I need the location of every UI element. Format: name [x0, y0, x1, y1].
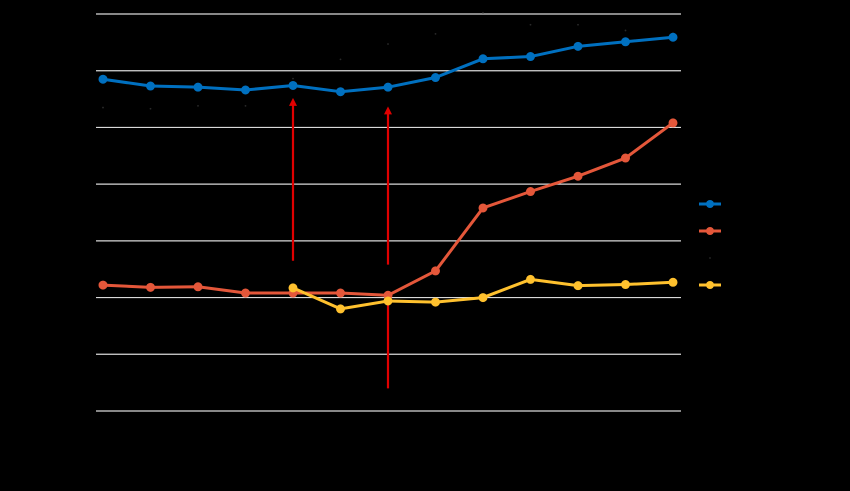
series-lines [98, 32, 678, 314]
data-point-orange [431, 266, 440, 276]
secondary-point [149, 107, 152, 110]
data-point-orange [146, 282, 155, 292]
data-point-blue [146, 81, 155, 91]
data-point-orange [526, 187, 535, 197]
legend-swatch-marker [706, 281, 714, 289]
secondary-point [244, 104, 247, 107]
legend-swatch [699, 281, 721, 289]
annotation-arrows [289, 97, 392, 389]
series-orange [98, 118, 678, 300]
data-point-yellow [668, 277, 678, 287]
data-point-blue [526, 52, 535, 62]
data-point-blue [573, 41, 583, 51]
secondary-point [292, 77, 294, 80]
data-point-yellow [621, 280, 630, 290]
data-point-orange [621, 153, 630, 163]
legend [699, 200, 721, 289]
secondary-point [482, 11, 484, 14]
legend-swatch [699, 200, 721, 208]
data-point-yellow [336, 304, 345, 314]
data-point-yellow [526, 274, 535, 284]
data-point-blue [98, 74, 108, 84]
series-blue [98, 32, 678, 97]
data-point-orange [478, 203, 488, 213]
data-point-blue [478, 54, 488, 64]
data-point-yellow [573, 281, 583, 291]
data-point-orange [241, 288, 250, 298]
data-point-orange [336, 288, 345, 298]
secondary-point [102, 106, 104, 109]
legend-swatch-marker [706, 227, 714, 235]
legend-swatch-marker [706, 200, 714, 208]
data-point-orange [98, 280, 108, 290]
data-point-yellow [383, 296, 393, 306]
data-point-blue [336, 87, 345, 97]
secondary-point [624, 29, 627, 32]
data-point-blue [241, 85, 250, 95]
data-point-blue [288, 80, 298, 90]
data-point-yellow [288, 283, 298, 293]
legend-swatch-secondary [709, 257, 711, 259]
data-point-blue [193, 82, 203, 92]
data-point-blue [668, 32, 678, 42]
secondary-point [339, 58, 342, 61]
data-point-orange [193, 282, 203, 292]
secondary-points [102, 11, 674, 110]
data-point-orange [668, 118, 678, 128]
data-point-yellow [431, 297, 440, 307]
data-point-yellow [478, 293, 488, 303]
secondary-point [197, 104, 199, 107]
secondary-point [387, 43, 389, 45]
data-point-orange [573, 171, 583, 181]
secondary-point [434, 32, 437, 35]
data-point-blue [431, 73, 440, 83]
secondary-point [529, 23, 532, 26]
secondary-point [577, 23, 579, 26]
data-point-blue [383, 82, 393, 92]
series-yellow [288, 274, 678, 314]
data-point-blue [621, 37, 630, 47]
legend-swatch [699, 227, 721, 235]
